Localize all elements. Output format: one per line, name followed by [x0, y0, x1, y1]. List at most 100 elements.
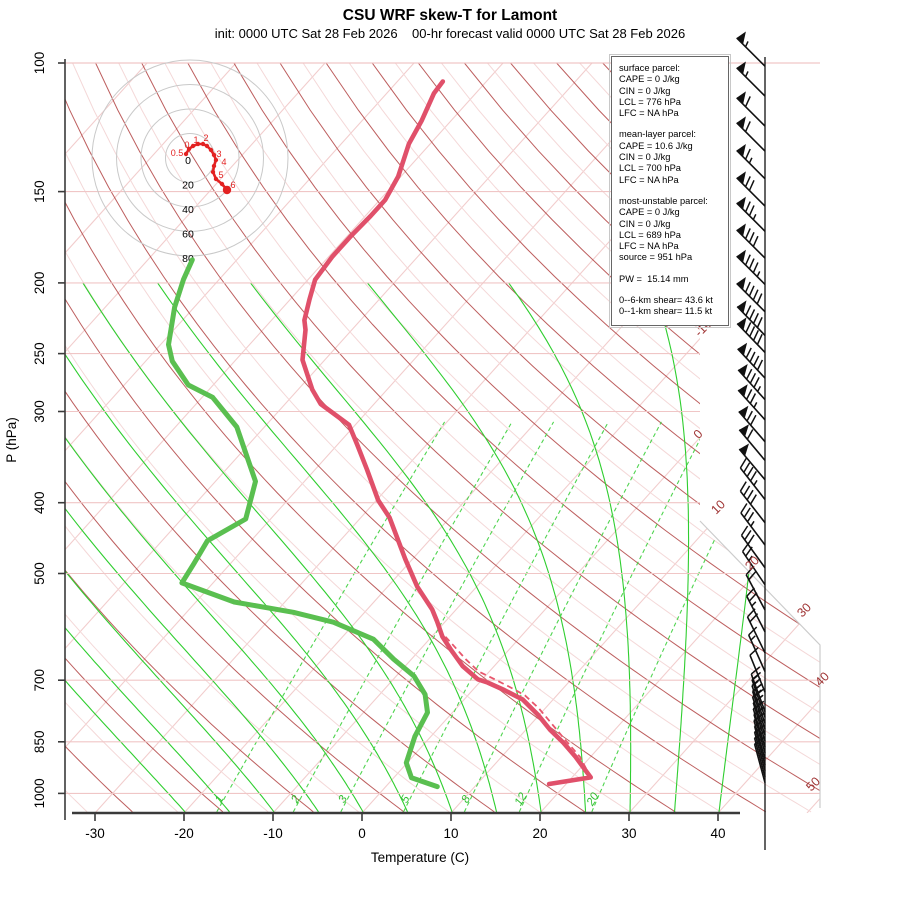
wind-barb: [736, 223, 766, 259]
info-row: LCL = 689 hPa: [619, 229, 681, 240]
wind-barb: [736, 91, 766, 127]
hodo-height-label: 0.5: [171, 148, 184, 158]
wind-barb: [741, 541, 766, 586]
info-row: LFC = NA hPa: [619, 174, 679, 185]
wind-barb: [738, 443, 766, 481]
pressure-tick-label: 150: [32, 180, 47, 203]
temperature-curve: [300, 79, 593, 787]
info-row: LFC = NA hPa: [619, 108, 679, 119]
wind-barb: [745, 565, 766, 611]
wind-barb: [736, 171, 766, 207]
temp-tick-label: 20: [532, 826, 547, 841]
wind-barb: [737, 384, 766, 421]
mean-layer-parcel-title: mean-layer parcel:: [619, 129, 696, 140]
wind-barb: [736, 196, 766, 232]
hodo-height-label: 1: [193, 135, 198, 145]
info-row: CAPE = 0 J/kg: [619, 207, 680, 218]
hodo-height-label: 2: [203, 133, 208, 143]
svg-text:30: 30: [794, 600, 814, 620]
parcel-info-box: surface parcel: CAPE = 0 J/kg CIN = 0 J/…: [609, 54, 731, 328]
most-unstable-parcel-title: most-unstable parcel:: [619, 195, 708, 206]
moist-adiabats: [65, 282, 769, 813]
hodo-ring-label: 40: [182, 204, 194, 216]
temp-tick-label: 0: [358, 826, 366, 841]
surface-parcel-title: surface parcel:: [619, 63, 680, 73]
info-row: LCL = 776 hPa: [619, 96, 681, 107]
bottom-axis: -30 -20 -10 0 10 20 30 40 Temperature (C): [72, 811, 740, 865]
temp-tick-label: -10: [263, 826, 283, 841]
info-row: source = 951 hPa: [619, 252, 693, 263]
wind-barb: [737, 342, 766, 379]
page-subtitle: init: 0000 UTC Sat 28 Feb 2026 00-hr for…: [214, 26, 686, 41]
wind-barb: [736, 144, 766, 180]
page-title: CSU WRF skew-T for Lamont: [342, 7, 558, 24]
info-row: CAPE = 0 J/kg: [619, 74, 680, 85]
wind-barb: [736, 300, 766, 336]
hodo-height-label: 5: [218, 170, 223, 180]
info-row: CIN = 0 J/kg: [619, 152, 671, 163]
svg-text:40: 40: [812, 669, 832, 689]
temp-tick-label: -20: [174, 826, 194, 841]
temp-tick-label: 30: [621, 826, 636, 841]
y-axis-title: P (hPa): [4, 417, 19, 463]
info-row: CIN = 0 J/kg: [619, 218, 671, 229]
wind-barb: [736, 249, 766, 285]
parcel-curve: [442, 633, 592, 778]
svg-text:5: 5: [399, 793, 413, 805]
pressure-tick-label: 300: [32, 400, 47, 423]
svg-text:2: 2: [289, 793, 303, 806]
mixing-ratio-lines: [216, 421, 773, 813]
pressure-tick-label: 1000: [32, 778, 47, 808]
x-axis-title: Temperature (C): [371, 850, 469, 865]
hodo-height-label: 4: [221, 157, 226, 167]
pressure-tick-label: 100: [32, 52, 47, 75]
wind-barb: [736, 277, 766, 313]
wind-barb: [740, 503, 766, 546]
svg-text:10: 10: [708, 497, 728, 517]
wind-barb: [739, 481, 766, 524]
pw-row: PW = 15.14 mm: [619, 273, 689, 284]
pressure-tick-label: 200: [32, 272, 47, 295]
hodo-height-label: 3: [216, 149, 221, 159]
svg-text:12: 12: [513, 790, 530, 808]
wind-barb: [753, 730, 766, 778]
wind-barb: [746, 608, 766, 654]
wind-barb: [736, 317, 766, 353]
info-row: CAPE = 10.6 J/kg: [619, 140, 693, 151]
svg-text:1: 1: [213, 794, 227, 806]
pressure-tick-label: 700: [32, 669, 47, 692]
temp-tick-label: -30: [85, 826, 105, 841]
wind-barb: [736, 116, 766, 152]
hodograph: 0 20 40 60 80 00.5 1 234 56: [91, 59, 289, 265]
hodo-ring-label: 20: [182, 180, 194, 192]
wind-barb: [737, 364, 766, 401]
wind-barb: [749, 646, 766, 693]
shear-row: 0--1-km shear= 11.5 kt: [619, 306, 713, 317]
pressure-tick-label: 850: [32, 731, 47, 754]
temp-tick-label: 10: [443, 826, 458, 841]
pressure-tick-label: 500: [32, 562, 47, 585]
info-row: CIN = 0 J/kg: [619, 85, 671, 96]
svg-text:0: 0: [691, 427, 706, 442]
wind-barb: [739, 458, 766, 500]
dewpoint-curve: [166, 257, 440, 790]
pressure-tick-label: 250: [32, 342, 47, 365]
left-axis: 100 150 200 250 300 400 500 700 850 1000 P (hPa): [4, 52, 66, 820]
info-row: LFC = NA hPa: [619, 241, 679, 252]
pressure-tick-label: 400: [32, 491, 47, 514]
wind-barb: [738, 405, 766, 443]
temp-tick-label: 40: [710, 826, 725, 841]
hodo-ring-label: 0: [185, 155, 191, 167]
info-row: LCL = 700 hPa: [619, 163, 681, 174]
wind-barb-column: [736, 31, 766, 783]
wind-barb: [736, 61, 766, 97]
wind-barb: [746, 587, 766, 633]
hodo-height-label: 0: [184, 140, 189, 150]
shear-row: 0--6-km shear= 43.6 kt: [619, 295, 713, 306]
wind-barb: [736, 31, 766, 67]
wind-barb: [747, 626, 766, 672]
plot-right-boundary: [699, 520, 821, 808]
hodo-ring-label: 60: [182, 229, 194, 241]
